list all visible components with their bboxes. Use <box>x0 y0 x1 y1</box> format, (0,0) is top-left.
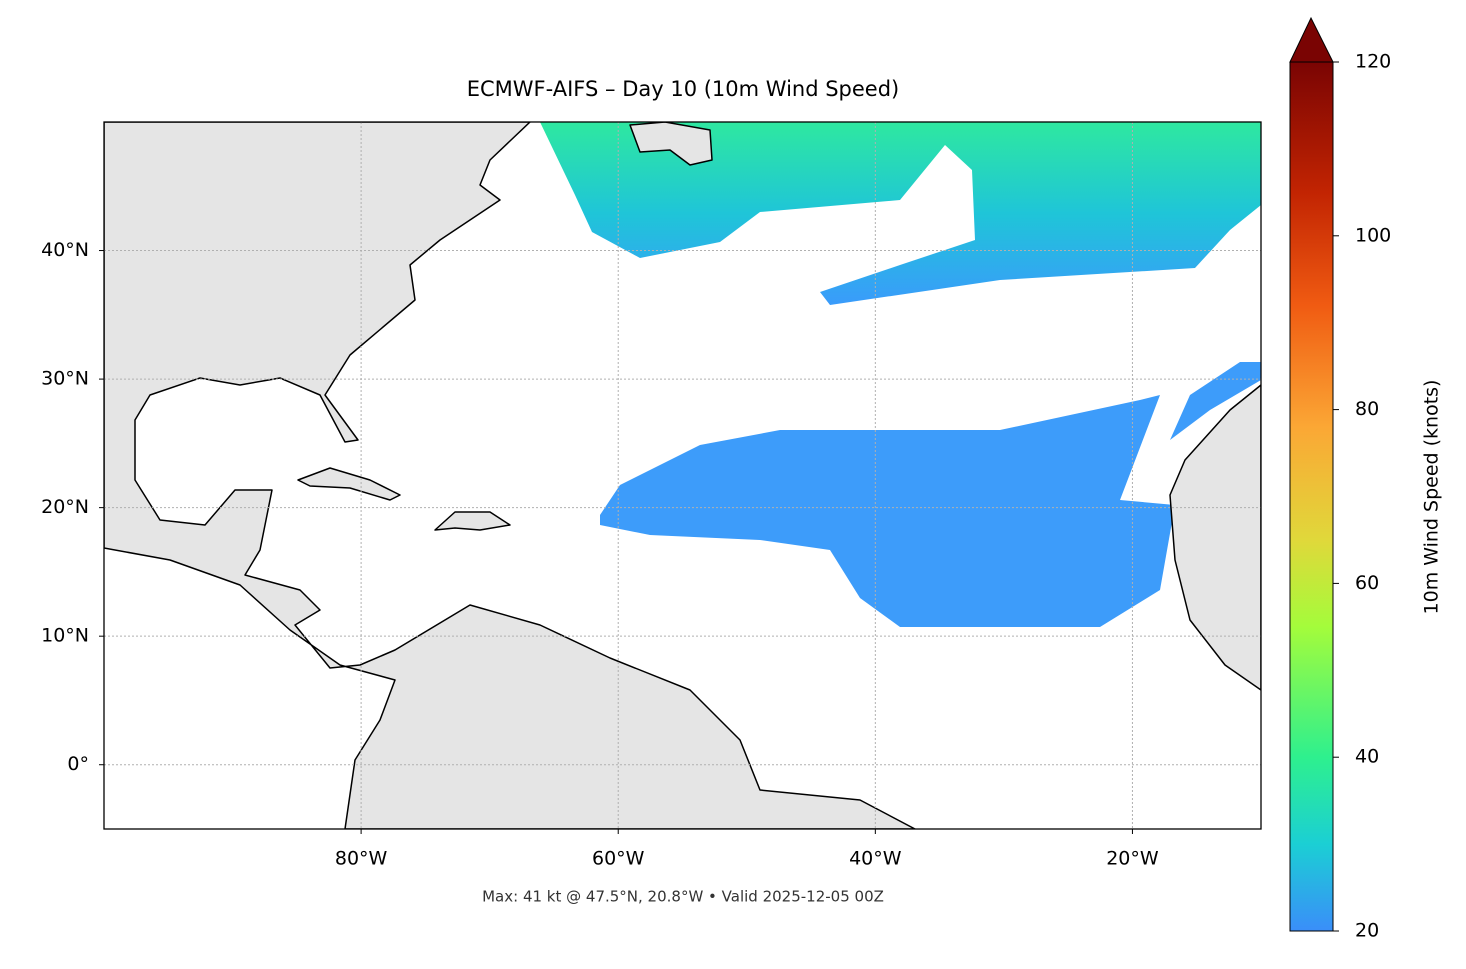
colorbar-tick-label: 120 <box>1355 51 1391 73</box>
y-tick-label: 10°N <box>41 625 89 647</box>
map-title: ECMWF-AIFS – Day 10 (10m Wind Speed) <box>467 77 900 101</box>
wind-field <box>540 122 1261 305</box>
colorbar-label: 10m Wind Speed (knots) <box>1421 380 1443 615</box>
colorbar-extend <box>1289 16 1334 63</box>
colorbar-tick-label: 20 <box>1355 920 1379 942</box>
x-tick-label: 80°W <box>335 848 388 870</box>
colorbar-tick-label: 40 <box>1355 746 1379 768</box>
wind-field <box>1170 362 1261 440</box>
colorbar-tick-label: 100 <box>1355 224 1391 246</box>
x-tick-label: 40°W <box>849 848 902 870</box>
x-tick-label: 60°W <box>592 848 645 870</box>
y-tick-label: 40°N <box>41 239 89 261</box>
x-tick-label: 20°W <box>1106 848 1159 870</box>
colorbar <box>1289 61 1334 932</box>
map-footer: Max: 41 kt @ 47.5°N, 20.8°W • Valid 2025… <box>482 888 884 906</box>
map-area <box>104 122 1261 829</box>
wind-field <box>600 395 1175 627</box>
colorbar-tick-label: 80 <box>1355 398 1379 420</box>
land <box>1169 384 1261 691</box>
land <box>434 511 511 531</box>
y-tick-label: 0° <box>67 753 89 775</box>
y-tick-label: 20°N <box>41 496 89 518</box>
colorbar-tick-label: 60 <box>1355 572 1379 594</box>
land <box>629 122 713 166</box>
land <box>297 467 401 501</box>
land <box>104 122 916 829</box>
map-frame <box>103 121 1262 830</box>
y-tick-label: 30°N <box>41 368 89 390</box>
